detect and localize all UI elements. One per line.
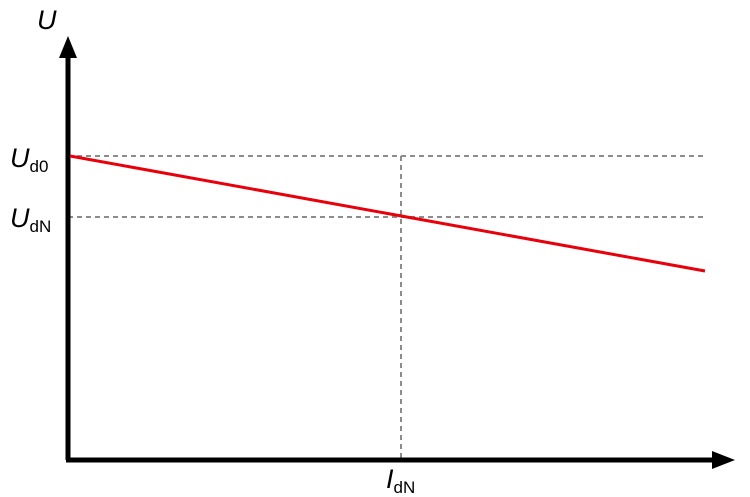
idn-label-sub: dN bbox=[394, 478, 416, 497]
characteristic-line bbox=[69, 154, 706, 273]
udn-label: UdN bbox=[10, 203, 51, 236]
ud0-label: Ud0 bbox=[10, 143, 48, 176]
ud0-label-sub: d0 bbox=[30, 157, 49, 176]
idn-label-main: I bbox=[386, 464, 394, 494]
x-axis-arrowhead bbox=[712, 451, 735, 469]
x-axis-label: IdN bbox=[386, 464, 415, 497]
udn-label-main: U bbox=[10, 203, 30, 233]
ud0-label-main: U bbox=[10, 143, 30, 173]
udn-label-sub: dN bbox=[30, 217, 52, 236]
y-axis-arrowhead bbox=[59, 36, 77, 58]
y-axis-label: U bbox=[37, 5, 57, 35]
